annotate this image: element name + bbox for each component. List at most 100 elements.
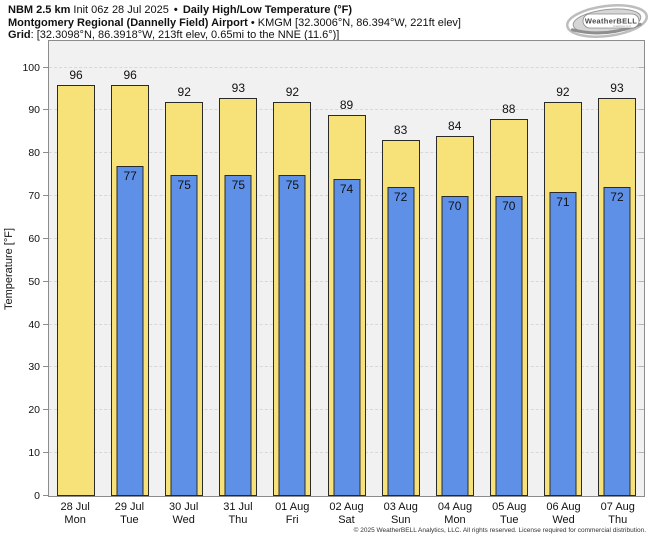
grid-line-90 [49,109,644,111]
grid-line-100 [49,66,644,68]
y-tick-left-40 [43,323,48,325]
high-value-label: 84 [448,119,462,134]
x-tick-date: 29 Jul [114,501,145,513]
x-tick-day: Mon [64,513,86,526]
header-line-station: Montgomery Regional (Dannelly Field) Air… [8,17,461,30]
logo-sub-text: Analytics LLC [613,24,632,28]
low-value-label: 71 [556,194,570,209]
y-tick-left-80 [43,152,48,154]
x-tick-day: Wed [552,513,575,526]
day-column-29-jul: 96 77 [103,41,157,496]
y-tick-right-30 [639,366,644,368]
low-bar: 72 [603,187,631,496]
y-tick-left-60 [43,237,48,239]
high-value-label: 93 [610,80,624,95]
x-tick-label: 06 Aug Wed [536,501,590,526]
x-tick-label: 31 Jul Thu [211,501,265,526]
y-tick-right-20 [639,409,644,411]
x-tick-date: 02 Aug [329,501,364,513]
station-meta: • KMGM [32.3006°N, 86.394°W, 221ft elev] [250,16,461,29]
low-value-label: 70 [448,199,462,214]
y-tick-right-70 [639,195,644,197]
x-tick-label: 07 Aug Thu [591,501,645,526]
day-column-31-jul: 93 75 [211,41,265,496]
high-bar [57,84,96,496]
day-column-04-aug: 84 70 [428,41,482,496]
x-tick-label: 03 Aug Sun [374,501,428,526]
init-time: Init 06z 28 Jul 2025 [73,4,169,16]
weatherbell-logo-graphic: WeatherBELL Analytics LLC [566,4,648,38]
x-axis-labels: 28 Jul Mon 29 Jul Tue 30 Jul Wed 31 Jul Thu 01 A… [48,501,645,526]
y-tick-left-0 [43,495,48,496]
x-tick-date: 07 Aug [600,501,635,513]
day-column-28-jul: 96 [49,41,103,496]
y-tick-right-40 [639,323,644,325]
x-tick-day: Thu [228,513,248,526]
y-tick-left-10 [43,452,48,454]
day-column-07-aug: 93 72 [590,41,644,496]
low-bar: 74 [333,178,361,496]
x-tick-date: 30 Jul [168,501,199,513]
y-tick-left-100 [43,66,48,68]
x-tick-day: Mon [444,513,466,526]
low-bar: 70 [495,196,523,496]
header-line-title: NBM 2.5 km Init 06z 28 Jul 2025 • Daily … [8,4,461,17]
day-column-06-aug: 92 71 [536,41,590,496]
high-value-label: 83 [393,123,408,138]
x-tick-date: 04 Aug [437,501,473,513]
low-value-label: 70 [502,199,516,214]
low-value-label: 77 [123,169,137,184]
high-value-label: 89 [339,97,354,112]
high-value-label: 93 [231,80,245,95]
low-value-label: 72 [393,190,408,205]
y-tick-label-70: 70 [28,190,40,203]
low-value-label: 75 [231,177,245,192]
y-tick-left-90 [43,109,48,111]
plot-area: 96 96 77 92 75 93 75 92 75 89 74 83 72 84 70 88 70 92 71 93… [43,40,645,497]
y-tick-left-70 [43,195,48,197]
x-tick-day: Tue [120,513,139,526]
high-value-label: 96 [69,67,83,82]
header-line-grid: Grid: [32.3098°N, 86.3918°W, 213ft elev,… [8,29,461,42]
x-tick-day: Fri [285,513,299,526]
low-bar: 72 [387,187,415,496]
y-tick-label-80: 80 [28,147,40,160]
low-value-label: 75 [285,177,300,192]
y-tick-label-10: 10 [28,447,40,460]
y-tick-right-60 [639,237,644,239]
bullet-separator: • [173,4,178,16]
low-bar: 71 [549,191,577,496]
x-tick-label: 02 Aug Sat [319,501,373,526]
y-tick-left-30 [43,366,48,368]
y-tick-left-20 [43,409,48,411]
bars: 96 96 77 92 75 93 75 92 75 89 74 83 72 84 70 88 70 92 71 93… [49,41,644,496]
x-tick-day: Thu [608,513,628,526]
day-column-02-aug: 89 74 [319,41,373,496]
x-tick-label: 30 Jul Wed [157,501,211,526]
weatherbell-logo: WeatherBELL Analytics LLC [564,2,650,47]
y-tick-right-100 [639,66,644,68]
x-tick-date: 06 Aug [546,501,581,513]
y-tick-right-50 [639,280,644,282]
x-tick-date: 28 Jul [60,501,90,513]
x-tick-date: 31 Jul [223,501,253,513]
product-title: Daily High/Low Temperature (°F) [182,4,353,16]
y-tick-right-10 [639,452,644,454]
x-tick-day: Sat [338,513,355,526]
x-tick-date: 01 Aug [275,501,310,513]
high-value-label: 96 [123,67,137,82]
y-tick-label-0: 0 [34,490,40,502]
x-tick-label: 04 Aug Mon [428,501,482,526]
y-tick-right-90 [639,109,644,111]
low-bar: 75 [170,174,198,496]
grid-meta: : [32.3098°N, 86.3918°W, 213ft elev, 0.6… [30,29,340,41]
high-value-label: 92 [556,84,570,99]
chart-header: NBM 2.5 km Init 06z 28 Jul 2025 • Daily … [8,4,461,42]
day-column-30-jul: 92 75 [157,41,211,496]
x-tick-label: 05 Aug Tue [482,501,536,526]
y-tick-label-50: 50 [28,275,40,288]
high-value-label: 92 [177,84,191,99]
low-bar: 77 [116,166,144,496]
day-column-03-aug: 83 72 [374,41,428,496]
